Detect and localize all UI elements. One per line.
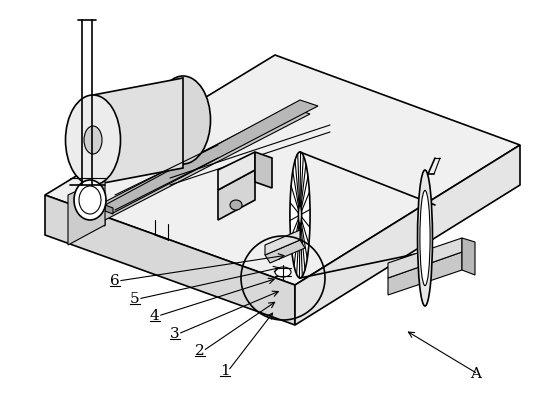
Text: 5: 5 [130, 292, 140, 306]
Polygon shape [68, 178, 105, 245]
Polygon shape [105, 205, 113, 214]
Polygon shape [295, 145, 520, 325]
Text: 2: 2 [195, 344, 205, 358]
Polygon shape [105, 100, 318, 213]
Polygon shape [93, 78, 183, 185]
Polygon shape [218, 152, 255, 190]
Polygon shape [265, 240, 305, 263]
Polygon shape [45, 55, 520, 285]
Text: 6: 6 [110, 274, 120, 288]
Polygon shape [45, 195, 295, 325]
Ellipse shape [65, 95, 120, 185]
Ellipse shape [84, 126, 102, 154]
Ellipse shape [79, 186, 101, 214]
Polygon shape [462, 238, 475, 275]
Ellipse shape [420, 190, 430, 286]
Text: 1: 1 [220, 364, 230, 378]
Polygon shape [218, 170, 255, 220]
Ellipse shape [275, 267, 291, 277]
Ellipse shape [74, 180, 106, 220]
Ellipse shape [230, 200, 242, 210]
Ellipse shape [156, 76, 211, 164]
Ellipse shape [299, 205, 301, 225]
Polygon shape [388, 238, 462, 278]
Polygon shape [265, 230, 300, 255]
Polygon shape [85, 107, 310, 220]
Text: 3: 3 [170, 327, 180, 341]
Polygon shape [255, 152, 272, 188]
Text: A: A [470, 367, 481, 381]
Ellipse shape [417, 170, 432, 306]
Text: 4: 4 [150, 309, 159, 323]
Polygon shape [85, 212, 105, 226]
Ellipse shape [290, 152, 310, 278]
Polygon shape [388, 252, 462, 295]
